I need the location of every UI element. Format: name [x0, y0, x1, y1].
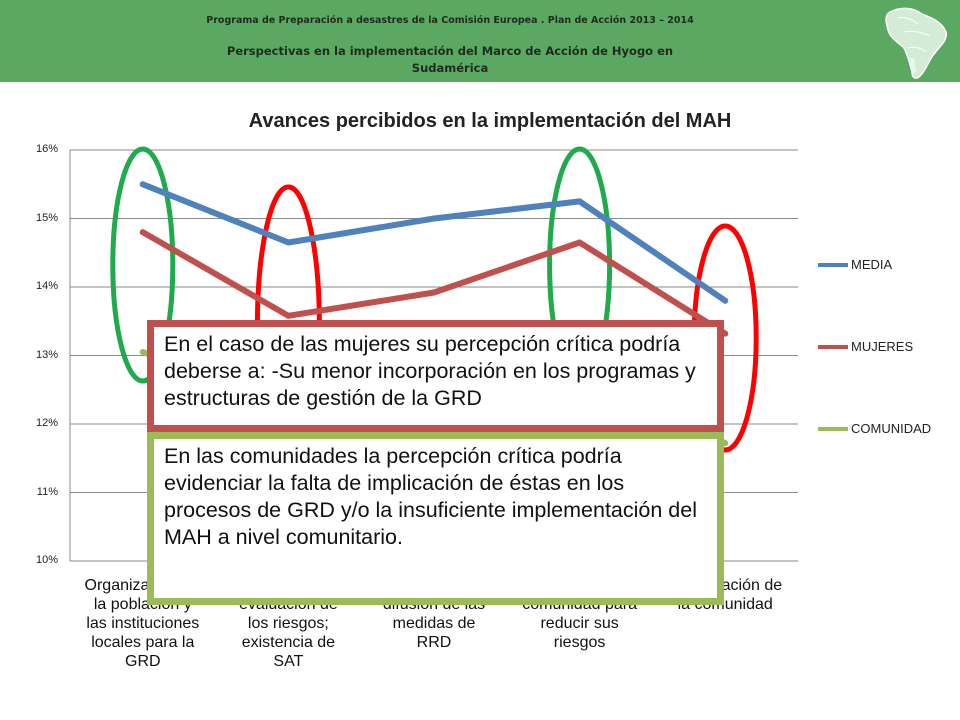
program-title: Programa de Preparación a desastres de l…	[206, 15, 694, 26]
y-tick-label: 15%	[35, 211, 58, 224]
perspective-title-line1: Perspectivas en la implementación del Ma…	[226, 44, 674, 58]
legend-swatch	[818, 345, 848, 349]
header-banner: Programa de Preparación a desastres de l…	[0, 0, 960, 82]
perspective-title-line2: Sudamérica	[411, 61, 489, 75]
positive-highlight-ellipse	[110, 146, 176, 384]
data-point-media	[722, 297, 729, 304]
category-label-line: GRD	[125, 653, 161, 670]
data-point-media	[285, 239, 292, 246]
y-tick-label: 11%	[36, 485, 58, 498]
y-tick-label: 13%	[35, 348, 58, 361]
legend-label: MEDIA	[851, 257, 893, 272]
data-point-media	[431, 215, 437, 222]
data-point-comunidad	[139, 349, 146, 356]
data-point-mujeres	[431, 289, 437, 296]
legend-label: MUJERES	[851, 339, 914, 354]
category-label: Organización de la población y las institu…	[73, 576, 213, 671]
chart-title: Avances percibidos en la implementación …	[248, 110, 732, 132]
data-point-mujeres	[285, 312, 292, 319]
perspective-title: Perspectivas en la implementación del Ma…	[150, 43, 750, 77]
y-tick-label: 14%	[35, 280, 58, 292]
y-tick-label: 10%	[35, 554, 58, 566]
series-line-mujeres	[139, 229, 729, 337]
legend-swatch	[818, 427, 848, 431]
category-label-line: locales para la	[91, 634, 195, 651]
y-tick-label: 12%	[35, 417, 58, 429]
data-point-mujeres	[139, 229, 146, 236]
category-label-line: reducir sus	[540, 615, 619, 632]
legend-swatch	[818, 263, 848, 267]
y-tick-label: 16%	[35, 143, 58, 155]
women-callout: En el caso de las mujeres su percepción …	[147, 320, 724, 432]
category-label-line: los riesgos;	[247, 615, 329, 632]
data-point-media	[139, 181, 146, 188]
legend-label: COMUNIDAD	[851, 421, 932, 436]
data-point-media	[576, 198, 583, 205]
category-label-line: riesgos	[553, 634, 606, 651]
category-label-line: las instituciones	[86, 615, 200, 632]
category-label-line: SAT	[273, 653, 304, 670]
category-label-line: existencia de	[241, 634, 336, 651]
category-label-line: medidas de	[392, 615, 476, 632]
community-callout: En las comunidades la percepción crítica…	[147, 432, 724, 605]
south-america-map-icon	[885, 7, 948, 79]
category-label-line: RRD	[416, 634, 452, 651]
data-point-mujeres	[576, 239, 583, 246]
